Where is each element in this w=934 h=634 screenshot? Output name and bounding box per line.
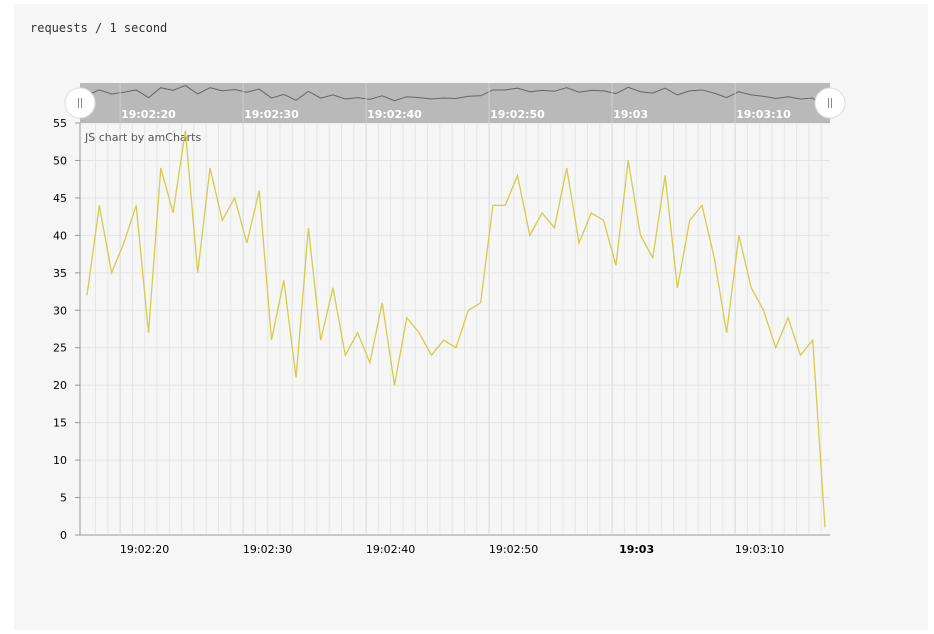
y-tick-label: 30	[53, 304, 67, 317]
scrollbar-tick-label: 19:03	[613, 108, 648, 121]
grip-handle[interactable]	[814, 87, 846, 119]
scrollbar-tick-label: 19:02:20	[121, 108, 176, 121]
y-tick-label: 15	[53, 417, 67, 430]
y-tick-label: 55	[53, 117, 67, 130]
y-tick-label: 0	[60, 529, 67, 542]
series-line	[86, 130, 826, 528]
y-tick-label: 35	[53, 267, 67, 280]
x-tick-label: 19:02:30	[243, 543, 292, 556]
scrollbar-tick-label: 19:02:30	[244, 108, 299, 121]
scrollbar-left-grip[interactable]	[64, 87, 96, 119]
scrollbar[interactable]	[80, 83, 830, 123]
y-tick-label: 50	[53, 154, 67, 167]
x-tick-label: 19:02:40	[366, 543, 415, 556]
amcharts-credit[interactable]: JS chart by amCharts	[84, 131, 201, 144]
x-tick-label: 19:03:10	[735, 543, 784, 556]
y-tick-label: 40	[53, 229, 67, 242]
x-tick-label: 19:02:50	[489, 543, 538, 556]
y-tick-label: 20	[53, 379, 67, 392]
x-tick-label: 19:02:20	[120, 543, 169, 556]
scrollbar-tick-label: 19:02:40	[367, 108, 422, 121]
y-tick-label: 10	[53, 454, 67, 467]
scrollbar-preview-line	[86, 84, 826, 110]
scrollbar-right-grip[interactable]	[814, 87, 846, 119]
grip-handle[interactable]	[64, 87, 96, 119]
x-tick-label: 19:03	[619, 543, 654, 556]
y-tick-label: 25	[53, 342, 67, 355]
scrollbar-tick-label: 19:03:10	[736, 108, 791, 121]
y-tick-label: 5	[60, 492, 67, 505]
chart-title: requests / 1 second	[30, 21, 168, 35]
scrollbar-tick-label: 19:02:50	[490, 108, 545, 121]
y-tick-label: 45	[53, 192, 67, 205]
